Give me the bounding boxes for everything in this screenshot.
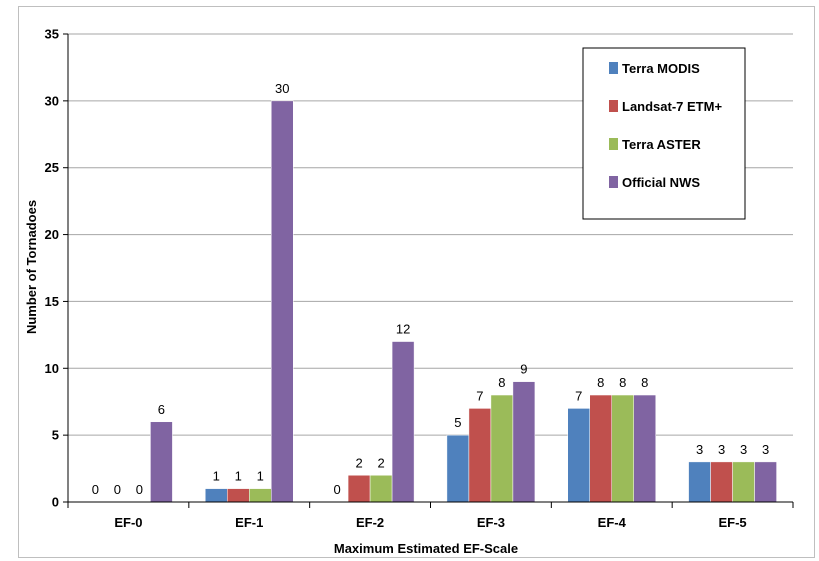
data-label: 9: [520, 362, 527, 377]
bar: [589, 394, 612, 503]
x-tick-label: EF-5: [718, 515, 746, 530]
data-label: 30: [275, 81, 289, 96]
bars: [150, 100, 777, 503]
data-label: 3: [740, 442, 747, 457]
y-axis-title: Number of Tornadoes: [24, 200, 39, 334]
bar: [567, 408, 590, 503]
legend-swatch: [609, 138, 618, 150]
x-tick-label: EF-3: [477, 515, 505, 530]
bar: [347, 475, 371, 503]
bar: [391, 341, 415, 503]
data-label: 8: [641, 375, 648, 390]
x-tick-label: EF-4: [598, 515, 627, 530]
legend-label: Terra MODIS: [622, 61, 700, 76]
bar: [249, 488, 272, 503]
data-label: 0: [136, 482, 143, 497]
y-axis-ticks: 0 5 10 15 20 25 30 35: [45, 27, 68, 510]
bar: [512, 381, 536, 503]
bar: [369, 475, 393, 503]
y-tick-label: 10: [45, 361, 59, 376]
data-label: 12: [396, 322, 410, 337]
bar: [732, 461, 755, 503]
bar: [611, 394, 634, 503]
data-label: 3: [762, 442, 769, 457]
data-label: 8: [597, 375, 604, 390]
bar: [754, 461, 777, 503]
y-tick-label: 35: [45, 27, 59, 42]
bar: [688, 461, 711, 503]
data-label: 0: [92, 482, 99, 497]
legend-swatch: [609, 62, 618, 74]
legend-label: Terra ASTER: [622, 137, 701, 152]
data-label: 0: [333, 482, 340, 497]
legend-box: [582, 47, 746, 220]
data-label: 1: [257, 469, 264, 484]
y-tick-label: 25: [45, 160, 59, 175]
data-label: 2: [377, 455, 384, 470]
legend-label: Official NWS: [622, 175, 700, 190]
y-tick-label: 15: [45, 294, 59, 309]
x-tick-label: EF-2: [356, 515, 384, 530]
legend: Terra MODIS Landsat-7 ETM+ Terra ASTER Offi…: [582, 47, 746, 220]
data-label: 0: [114, 482, 121, 497]
bar: [271, 100, 294, 503]
bar: [446, 434, 470, 503]
x-axis-ticks: EF-0 EF-1 EF-2 EF-3 EF-4 EF-5: [67, 502, 794, 530]
data-label: 7: [575, 388, 582, 403]
y-tick-label: 20: [45, 227, 59, 242]
bar: [468, 408, 492, 503]
chart-frame: [18, 6, 815, 558]
data-label: 7: [476, 388, 483, 403]
data-label: 8: [498, 375, 505, 390]
legend-label: Landsat-7 ETM+: [622, 99, 722, 114]
data-label: 6: [158, 402, 165, 417]
x-axis-title: Maximum Estimated EF-Scale: [334, 541, 518, 556]
bar: [205, 488, 228, 503]
y-tick-label: 5: [52, 428, 59, 443]
legend-swatch: [609, 176, 618, 188]
data-label: 8: [619, 375, 626, 390]
data-label: 5: [454, 415, 461, 430]
data-label: 3: [696, 442, 703, 457]
data-label: 2: [355, 455, 362, 470]
bar: [710, 461, 733, 503]
data-label: 3: [718, 442, 725, 457]
bar: [150, 421, 173, 503]
data-label: 1: [213, 469, 220, 484]
data-label: 1: [235, 469, 242, 484]
x-tick-label: EF-1: [235, 515, 263, 530]
y-tick-label: 0: [52, 495, 59, 510]
bar: [490, 394, 514, 503]
x-tick-label: EF-0: [114, 515, 142, 530]
bar: [227, 488, 250, 503]
bar: [633, 394, 656, 503]
y-tick-label: 30: [45, 93, 59, 108]
legend-swatch: [609, 100, 618, 112]
